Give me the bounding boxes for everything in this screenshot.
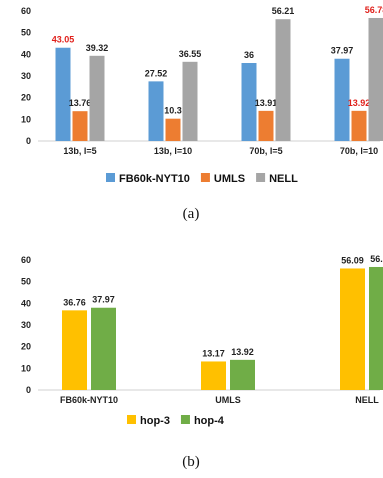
legend-label: FB60k-NYT10	[119, 173, 190, 185]
category-label: UMLS	[215, 395, 241, 405]
y-tick-label: 60	[21, 6, 31, 16]
y-tick-label: 10	[21, 114, 31, 124]
bar	[62, 310, 87, 390]
bar	[72, 111, 88, 141]
bar	[340, 268, 365, 390]
bar	[241, 63, 257, 141]
bar	[351, 110, 367, 141]
category-label: 13b, l=10	[154, 146, 192, 156]
legend-swatch	[256, 173, 266, 182]
data-label: 10.3	[164, 106, 182, 116]
y-tick-label: 60	[21, 255, 31, 265]
y-tick-label: 50	[21, 28, 31, 38]
bar	[182, 61, 198, 141]
y-tick-label: 50	[21, 277, 31, 287]
bar	[275, 19, 291, 141]
data-label: 56.21	[272, 6, 295, 16]
data-label: 13.17	[202, 348, 225, 358]
y-tick-label: 20	[21, 93, 31, 103]
data-label: 27.52	[145, 68, 168, 78]
bar	[89, 55, 105, 141]
data-label: 13.92	[231, 347, 254, 357]
y-tick-label: 0	[26, 136, 31, 146]
bar	[91, 307, 116, 390]
y-tick-label: 10	[21, 363, 31, 373]
category-label: 13b, l=5	[63, 146, 96, 156]
data-label: 36	[244, 50, 254, 60]
legend-label: hop-4	[194, 415, 225, 427]
y-tick-label: 40	[21, 49, 31, 59]
chart-a: 0 10 20 30 40 50 60 43.05 13.76 39.32 13b, l=5 27.5…	[21, 5, 383, 222]
figure-caption: (b)	[182, 454, 200, 470]
bar	[369, 266, 383, 390]
bar	[165, 118, 181, 141]
data-label: 43.05	[52, 35, 75, 45]
legend-label: NELL	[269, 173, 298, 185]
bar	[55, 47, 71, 141]
category-label: 70b, l=10	[340, 146, 378, 156]
legend-label: hop-3	[140, 415, 170, 427]
y-tick-label: 40	[21, 298, 31, 308]
data-label: 37.97	[92, 295, 115, 305]
bar	[148, 81, 164, 141]
legend-swatch	[180, 415, 190, 424]
bar	[230, 359, 255, 390]
category-label: 70b, l=5	[249, 146, 282, 156]
y-tick-label: 30	[21, 71, 31, 81]
legend-label: UMLS	[214, 173, 245, 185]
y-tick-label: 30	[21, 320, 31, 330]
legend-swatch	[127, 415, 136, 424]
category-label: NELL	[355, 395, 379, 405]
bar	[368, 17, 383, 141]
y-tick-label: 0	[26, 385, 31, 395]
bar	[201, 361, 226, 390]
data-label: 37.97	[331, 46, 354, 56]
data-label: 13.92	[348, 98, 371, 108]
category-label: FB60k-NYT10	[60, 395, 118, 405]
bar	[258, 110, 274, 141]
data-label: 56.09	[341, 255, 364, 265]
legend-swatch	[200, 173, 210, 182]
data-label: 36.76	[63, 297, 86, 307]
data-label: 39.32	[86, 43, 109, 53]
data-label: 13.91	[255, 98, 278, 108]
data-label: 13.76	[69, 98, 92, 108]
legend-swatch	[106, 173, 115, 182]
figure-caption: (a)	[183, 206, 200, 222]
chart-b: 0 10 20 30 40 50 60 36.76 37.97 FB60k-NYT10 13.17 1…	[21, 254, 383, 470]
y-tick-label: 20	[21, 342, 31, 352]
data-label: 56.78	[370, 254, 383, 264]
bar	[334, 58, 350, 141]
data-label: 56.78	[365, 5, 383, 15]
data-label: 36.55	[179, 49, 202, 59]
